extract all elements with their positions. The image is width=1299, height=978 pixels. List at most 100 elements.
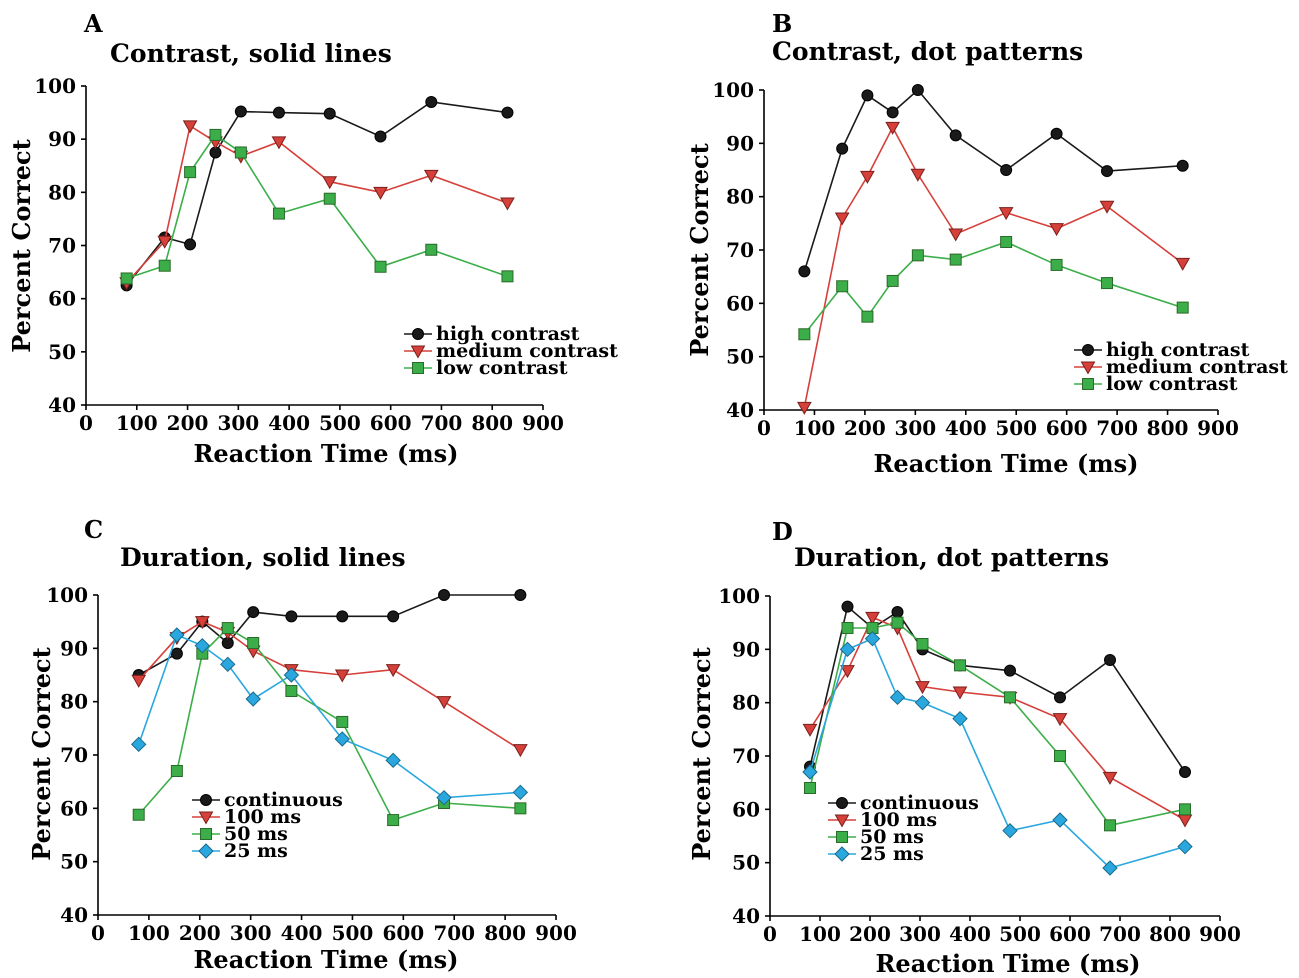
data-point: [1176, 301, 1189, 314]
x-tick-label: 500: [332, 921, 374, 945]
y-tick-label: 90: [48, 127, 76, 151]
data-point: [864, 630, 881, 647]
panel-b: B Contrast, dot patterns Reaction Time (…: [685, 9, 1288, 478]
x-tick-label: 500: [995, 416, 1037, 440]
series-line: [809, 605, 1186, 773]
x-tick-label: 400: [945, 416, 987, 440]
data-point: [861, 310, 874, 323]
x-tick-label: 300: [894, 416, 936, 440]
legend-marker: [410, 345, 426, 359]
data-point: [425, 95, 438, 108]
x-axis-label: Reaction Time (ms): [193, 945, 458, 974]
x-axis-label: Reaction Time (ms): [875, 949, 1140, 978]
legend-item: 25 ms: [192, 840, 288, 862]
y-tick-label: 60: [726, 291, 754, 315]
x-tick-label: 900: [1199, 922, 1241, 946]
data-point: [802, 764, 818, 780]
x-tick-label: 300: [899, 922, 941, 946]
data-point: [385, 664, 401, 678]
x-tick-label: 400: [268, 411, 310, 435]
x-axis-label: Reaction Time (ms): [193, 439, 458, 468]
x-tick-label: 300: [230, 921, 272, 945]
panel-title: Duration, solid lines: [120, 543, 406, 572]
y-axis-label: Percent Correct: [27, 647, 56, 860]
data-point: [514, 589, 527, 601]
data-point: [911, 249, 924, 262]
data-point: [247, 637, 260, 649]
series-line: [803, 88, 1183, 272]
y-tick-label: 90: [60, 636, 88, 660]
x-tick-label: 300: [217, 411, 259, 435]
panel-title: Duration, dot patterns: [794, 543, 1109, 572]
data-point: [1050, 258, 1063, 271]
data-point: [425, 243, 438, 256]
x-tick-label: 600: [1049, 922, 1091, 946]
series-layer: [796, 84, 1191, 415]
data-point: [209, 128, 222, 141]
x-tick-label: 0: [91, 921, 105, 945]
data-point: [157, 235, 173, 249]
x-tick-label: 100: [794, 416, 836, 440]
data-point: [1054, 691, 1066, 704]
data-point: [1054, 750, 1066, 762]
data-point: [501, 270, 514, 283]
data-point: [886, 106, 899, 119]
y-tick-label: 90: [726, 131, 754, 155]
series-line: [125, 101, 508, 286]
legend-label: continuous: [224, 789, 343, 811]
legend-label: low contrast: [436, 357, 568, 379]
data-point: [194, 637, 211, 654]
data-point: [1104, 654, 1116, 666]
x-tick-label: 0: [79, 411, 93, 435]
y-tick-label: 40: [48, 393, 76, 417]
series-line: [809, 637, 1186, 869]
legend-marker: [412, 328, 424, 340]
series-line: [803, 125, 1184, 408]
x-axis-label: Reaction Time (ms): [873, 449, 1138, 478]
y-tick-label: 80: [726, 185, 754, 209]
axes: 0 100 200 300 400 500 600 700 800 900 40 50 60 70 80 90…: [46, 583, 577, 945]
data-point: [182, 120, 198, 134]
data-point: [131, 674, 147, 688]
legend-item: low contrast: [404, 357, 568, 379]
data-point: [949, 129, 962, 142]
data-point: [285, 685, 298, 697]
series-layer: [802, 600, 1193, 876]
data-point: [272, 106, 285, 119]
series-line: [809, 621, 1186, 827]
data-point: [169, 627, 185, 643]
y-tick-label: 50: [726, 345, 754, 369]
x-tick-label: 500: [999, 922, 1041, 946]
data-point: [886, 274, 899, 287]
data-point: [1176, 159, 1189, 172]
y-axis-label: Percent Correct: [685, 143, 714, 356]
y-tick-label: 70: [732, 744, 760, 768]
data-point: [1004, 691, 1016, 704]
y-tick-label: 50: [48, 340, 76, 364]
x-tick-label: 700: [1099, 922, 1141, 946]
y-tick-label: 40: [60, 903, 88, 927]
legend-label: 100 ms: [860, 809, 937, 831]
panel-letter: B: [772, 9, 792, 38]
data-point: [373, 186, 388, 200]
data-point: [387, 814, 400, 827]
y-tick-label: 50: [60, 850, 88, 874]
legend-marker: [200, 828, 212, 840]
data-point: [949, 253, 962, 266]
data-point: [885, 121, 900, 135]
legend-marker: [1082, 344, 1094, 356]
panel-letter: A: [83, 9, 103, 38]
panel-d: D Duration, dot patterns Reaction Time (…: [687, 517, 1241, 978]
x-tick-label: 600: [370, 411, 412, 435]
legend-marker: [1082, 378, 1094, 390]
x-tick-label: 100: [799, 922, 841, 946]
legend-label: high contrast: [436, 323, 580, 345]
x-tick-label: 900: [1197, 416, 1239, 440]
legend-item: 100 ms: [828, 809, 937, 831]
legend-marker: [412, 362, 424, 374]
series-25-ms: [131, 627, 529, 806]
data-point: [841, 600, 854, 613]
data-point: [501, 106, 514, 119]
data-point: [1179, 803, 1191, 816]
legend-marker: [198, 811, 214, 825]
